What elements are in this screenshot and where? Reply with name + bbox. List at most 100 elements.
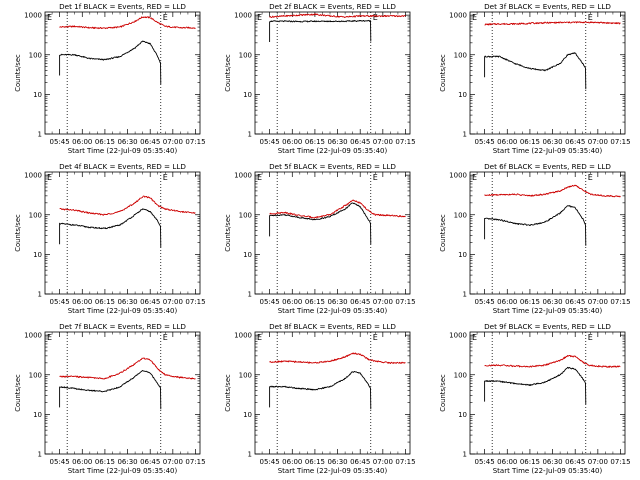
x-tick-label: 06:30	[117, 298, 137, 306]
x-tick-label: 07:15	[610, 138, 630, 146]
x-tick-label: 07:00	[588, 138, 608, 146]
x-tick-label: 06:00	[282, 298, 302, 306]
x-tick-label: 05:45	[50, 458, 70, 466]
y-tick-label: 1000	[234, 172, 252, 180]
lld-series-line	[59, 357, 196, 380]
x-tick-label: 06:15	[95, 458, 115, 466]
y-tick-label: 10	[243, 411, 252, 419]
panel-title: Det 1f BLACK = Events, RED = LLD	[59, 2, 186, 11]
lld-series-line	[269, 199, 406, 219]
y-tick-label: 100	[29, 211, 42, 219]
y-tick-label: 1	[463, 131, 467, 139]
x-tick-label: 07:00	[163, 298, 183, 306]
x-tick-label: 06:45	[140, 298, 160, 306]
panel-4: Det 4f BLACK = Events, RED = LLD 1 10 100 10…	[14, 162, 206, 315]
y-axis-label: Counts/sec	[224, 374, 232, 412]
x-tick-label: 07:00	[163, 138, 183, 146]
panel-9: Det 9f BLACK = Events, RED = LLD 1 10 100 10…	[439, 322, 631, 475]
corner-mark-left: E	[472, 13, 477, 22]
y-tick-label: 1000	[449, 332, 467, 340]
corner-mark-left: E	[47, 173, 52, 182]
events-series-line	[59, 370, 162, 410]
panel-8: Det 8f BLACK = Events, RED = LLD 1 10 100 10…	[224, 322, 416, 475]
x-tick-label: 06:30	[327, 458, 347, 466]
x-tick-label: 06:45	[565, 298, 585, 306]
events-series-line	[59, 208, 162, 248]
x-tick-label: 06:15	[305, 298, 325, 306]
x-tick-label: 07:15	[185, 458, 205, 466]
y-tick-label: 10	[243, 251, 252, 259]
x-axis-label: Start Time (22-Jul-09 05:35:40)	[493, 467, 603, 475]
corner-mark-left: E	[472, 173, 477, 182]
y-tick-label: 1	[248, 451, 252, 459]
x-tick-label: 06:30	[117, 458, 137, 466]
x-tick-label: 05:45	[260, 458, 280, 466]
x-tick-label: 05:45	[475, 138, 495, 146]
plot-frame	[469, 331, 626, 455]
x-tick-label: 06:00	[497, 138, 517, 146]
plot-frame	[44, 331, 201, 455]
x-tick-label: 06:00	[282, 138, 302, 146]
corner-mark-right: E	[373, 333, 378, 342]
x-axis-label: Start Time (22-Jul-09 05:35:40)	[493, 147, 603, 155]
corner-mark-right: E	[163, 333, 168, 342]
y-tick-label: 1	[38, 291, 42, 299]
y-tick-label: 10	[458, 251, 467, 259]
events-series-line	[269, 202, 372, 245]
x-tick-label: 07:15	[395, 298, 415, 306]
y-tick-label: 1	[463, 451, 467, 459]
y-tick-label: 10	[243, 91, 252, 99]
x-tick-label: 05:45	[260, 298, 280, 306]
y-axis-label: Counts/sec	[439, 54, 447, 92]
x-tick-label: 06:30	[542, 458, 562, 466]
corner-mark-right: E	[588, 13, 593, 22]
panel-3: Det 3f BLACK = Events, RED = LLD 1 10 100 10…	[439, 2, 631, 155]
x-tick-label: 07:15	[610, 458, 630, 466]
events-series-line	[269, 19, 372, 42]
y-tick-label: 100	[454, 51, 467, 59]
x-tick-label: 06:45	[350, 138, 370, 146]
y-axis-label: Counts/sec	[14, 54, 22, 92]
x-tick-label: 07:00	[163, 458, 183, 466]
x-tick-label: 06:15	[520, 458, 540, 466]
x-tick-label: 07:00	[588, 298, 608, 306]
corner-mark-left: E	[257, 173, 262, 182]
x-tick-label: 06:30	[117, 138, 137, 146]
x-axis-label: Start Time (22-Jul-09 05:35:40)	[68, 467, 178, 475]
corner-mark-left: E	[257, 333, 262, 342]
corner-mark-left: E	[472, 333, 477, 342]
plot-frame	[44, 171, 201, 295]
y-axis-label: Counts/sec	[14, 214, 22, 252]
panel-1: Det 1f BLACK = Events, RED = LLD 1 10 100 10…	[14, 2, 206, 155]
y-axis-label: Counts/sec	[224, 54, 232, 92]
y-tick-label: 1	[38, 131, 42, 139]
y-tick-label: 100	[454, 371, 467, 379]
x-axis-label: Start Time (22-Jul-09 05:35:40)	[493, 307, 603, 315]
panel-title: Det 3f BLACK = Events, RED = LLD	[484, 2, 611, 11]
panel-2: Det 2f BLACK = Events, RED = LLD 1 10 100 10…	[224, 2, 416, 155]
y-tick-label: 100	[29, 51, 42, 59]
lld-series-line	[269, 13, 406, 18]
x-tick-label: 06:00	[72, 458, 92, 466]
plot-frame	[469, 11, 626, 135]
x-axis-label: Start Time (22-Jul-09 05:35:40)	[68, 147, 178, 155]
x-tick-label: 06:30	[327, 138, 347, 146]
x-tick-label: 07:15	[395, 138, 415, 146]
plot-frame	[469, 171, 626, 295]
y-tick-label: 10	[458, 91, 467, 99]
x-tick-label: 06:15	[95, 298, 115, 306]
events-series-line	[269, 371, 372, 410]
lld-series-line	[484, 184, 621, 198]
x-tick-label: 07:15	[185, 298, 205, 306]
x-tick-label: 06:00	[72, 138, 92, 146]
y-tick-label: 1	[248, 131, 252, 139]
panel-title: Det 8f BLACK = Events, RED = LLD	[269, 322, 396, 331]
y-tick-label: 1000	[24, 172, 42, 180]
y-tick-label: 1000	[449, 12, 467, 20]
y-axis-label: Counts/sec	[439, 374, 447, 412]
corner-mark-right: E	[163, 173, 168, 182]
panel-6: Det 6f BLACK = Events, RED = LLD 1 10 100 10…	[439, 162, 631, 315]
x-tick-label: 06:30	[542, 138, 562, 146]
x-tick-label: 06:30	[327, 298, 347, 306]
